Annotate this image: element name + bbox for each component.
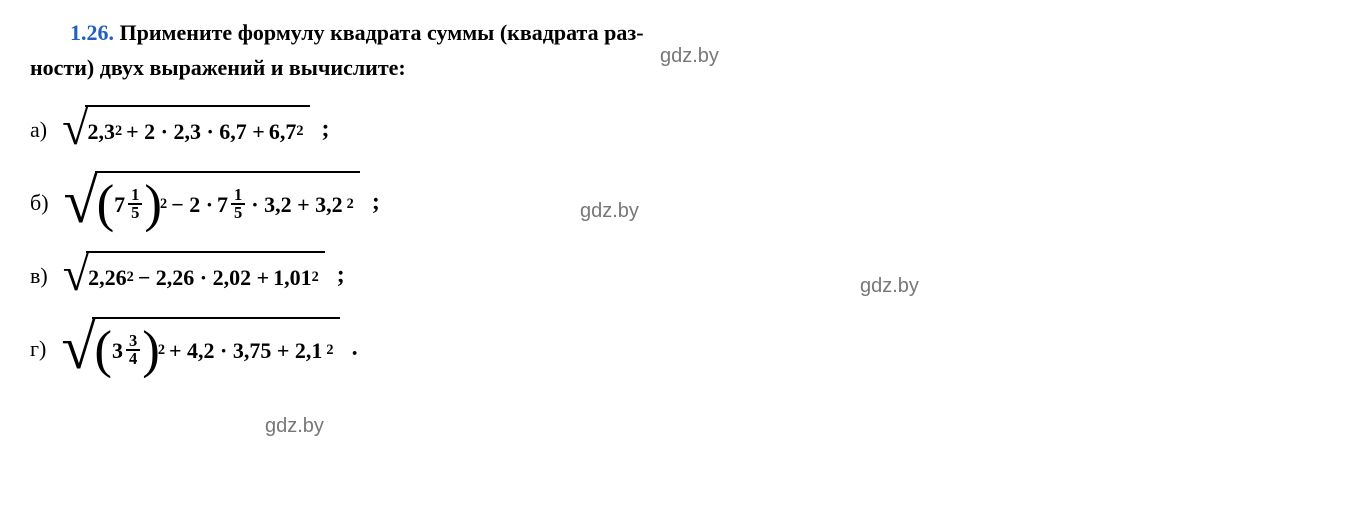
watermark: gdz.by <box>860 270 919 302</box>
label-a: а) <box>30 112 47 147</box>
term: − 2 · <box>171 187 213 222</box>
sqrt-d: √ ( 334 ) 2 + 4,2 · 3,75 + 2,12 <box>61 317 339 379</box>
label-c: в) <box>30 258 48 293</box>
problem-a: а) √ 2,32 + 2 · 2,3 · 6,7 + 6,72 ; <box>30 105 1327 153</box>
denom: 5 <box>128 205 142 222</box>
term: + 4,2 · 3,75 + 2,1 <box>169 333 322 368</box>
problem-d: г) √ ( 334 ) 2 + 4,2 · 3,75 + 2,12 . <box>30 317 1327 379</box>
sqrt-b: √ ( 715 ) 2 − 2 · 715 · 3,2 + 3,22 <box>64 171 360 233</box>
paren-icon: ( <box>97 183 115 225</box>
label-b: б) <box>30 185 49 220</box>
problem-b: б) √ ( 715 ) 2 − 2 · 715 · 3,2 + 3,22 ; <box>30 171 1327 233</box>
term: − 2,26 · 2,02 + <box>138 260 269 295</box>
term: 1,01 <box>273 260 312 295</box>
term: 6,7 <box>269 114 297 149</box>
whole: 7 <box>114 187 125 222</box>
term: · 3,2 + 3,2 <box>251 187 342 222</box>
intro: 1.26. Примените формулу квадрата суммы (… <box>30 15 930 85</box>
watermark: gdz.by <box>580 195 639 227</box>
term: 2,26 <box>88 260 127 295</box>
punct: ; <box>337 256 345 294</box>
whole: 3 <box>112 333 123 368</box>
problem-c: в) √ 2,262 − 2,26 · 2,02 + 1,012 ; <box>30 251 1327 299</box>
intro-line-1: Примените формулу квадрата суммы (квадра… <box>120 20 644 45</box>
label-d: г) <box>30 331 46 366</box>
whole: 7 <box>217 187 228 222</box>
denom: 4 <box>126 351 140 368</box>
problem-number: 1.26. <box>70 20 114 45</box>
sqrt-c: √ 2,262 − 2,26 · 2,02 + 1,012 <box>63 251 325 299</box>
denom: 5 <box>231 205 245 222</box>
punct: . <box>352 329 358 367</box>
watermark: gdz.by <box>660 40 719 72</box>
punct: ; <box>372 183 380 221</box>
radical-icon: √ <box>64 171 98 233</box>
paren-icon: ( <box>94 329 112 371</box>
punct: ; <box>322 110 330 148</box>
term: 2,3 <box>87 114 115 149</box>
watermark: gdz.by <box>265 410 324 442</box>
radical-icon: √ <box>61 317 95 379</box>
term: + 2 · 2,3 · 6,7 + <box>126 114 265 149</box>
sqrt-a: √ 2,32 + 2 · 2,3 · 6,7 + 6,72 <box>62 105 309 153</box>
intro-line-2: ности) двух выражений и вычислите: <box>30 55 406 80</box>
